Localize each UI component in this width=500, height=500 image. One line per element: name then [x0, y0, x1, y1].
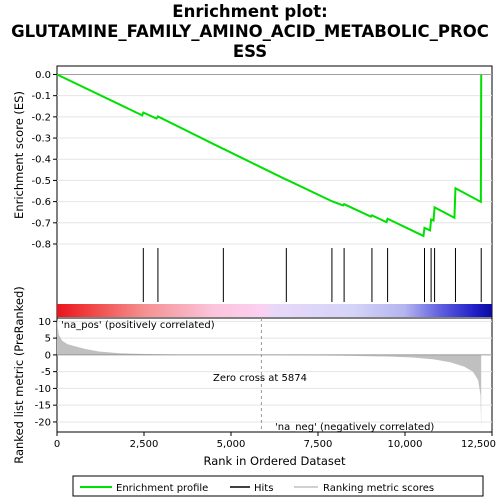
- legend-box: [72, 475, 484, 497]
- es-y-axis-label: Enrichment score (ES): [12, 91, 26, 219]
- es-y-tick-label: -0.8: [31, 240, 51, 251]
- enrichment-profile-line: [56, 73, 483, 238]
- x-tick-label: 0: [54, 439, 60, 450]
- es-y-tick-label: -0.6: [31, 197, 51, 208]
- es-y-tick-label: 0.0: [35, 70, 51, 81]
- legend: Enrichment profile Hits Ranking metric s…: [72, 475, 484, 497]
- chart-title: Enrichment plot: GLUTAMINE_FAMILY_AMINO_…: [0, 2, 500, 62]
- metric-y-tick-label: -5: [41, 367, 51, 378]
- metric-y-tick-label: 10: [38, 317, 51, 328]
- zero-cross-label: Zero cross at 5874: [213, 373, 307, 384]
- x-tick-label: 2,500: [130, 439, 159, 450]
- legend-metric-label: Ranking metric scores: [323, 483, 434, 494]
- title-line-2: GLUTAMINE_FAMILY_AMINO_ACID_METABOLIC_PR…: [11, 22, 489, 41]
- x-tick-label: 12,500: [461, 439, 496, 450]
- x-tick-label: 5,000: [217, 439, 246, 450]
- na-pos-label: 'na_pos' (positively correlated): [61, 320, 215, 331]
- es-y-tick-label: -0.2: [31, 112, 51, 123]
- legend-hits-label: Hits: [254, 483, 273, 494]
- es-y-tick-label: -0.7: [31, 218, 51, 229]
- metric-y-tick-label: 0: [45, 350, 51, 361]
- metric-y-ticks: 10 5 0 -5 -10 -15 -20: [35, 317, 57, 428]
- rank-color-bar: [57, 304, 492, 317]
- x-tick-label: 10,000: [388, 439, 423, 450]
- metric-y-tick-label: -15: [35, 401, 51, 412]
- title-line-1: Enrichment plot:: [172, 2, 328, 21]
- es-y-tick-label: -0.1: [31, 91, 51, 102]
- x-tick-label: 7,500: [304, 439, 333, 450]
- legend-es-label: Enrichment profile: [116, 483, 208, 494]
- metric-y-tick-label: 5: [45, 334, 51, 345]
- metric-y-axis-label: Ranked list metric (PreRanked): [12, 286, 26, 464]
- es-y-tick-label: -0.3: [31, 134, 51, 145]
- metric-panel-frame: [56, 317, 493, 433]
- es-panel-frame: [56, 65, 493, 245]
- hit-markers: [142, 248, 482, 302]
- title-line-3: ESS: [232, 42, 268, 61]
- x-axis-label: Rank in Ordered Dataset: [203, 454, 346, 468]
- es-y-tick-label: -0.4: [31, 155, 51, 166]
- na-neg-label: 'na_neg' (negatively correlated): [275, 422, 434, 433]
- metric-y-tick-label: -20: [35, 417, 51, 428]
- es-y-tick-label: -0.5: [31, 176, 51, 187]
- metric-y-tick-label: -10: [35, 384, 51, 395]
- es-y-ticks: 0.0 -0.1 -0.2 -0.3 -0.4 -0.5 -0.6 -0.7 -0.8: [31, 70, 57, 251]
- x-axis-ticks: 0 2,500 5,000 7,500 10,000 12,500: [54, 432, 496, 450]
